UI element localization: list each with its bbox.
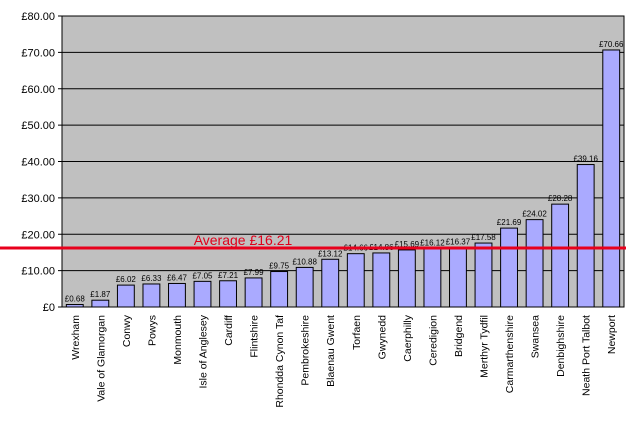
- data-label: £7.99: [244, 268, 265, 277]
- data-label: £6.33: [141, 274, 162, 283]
- y-tick-label: £50.00: [21, 120, 55, 132]
- category-label: Denbighshire: [555, 315, 567, 377]
- category-label: Flintshire: [249, 315, 261, 358]
- data-label: £28.28: [548, 194, 573, 203]
- category-label: Caerphilly: [402, 314, 414, 361]
- data-label: £70.66: [599, 40, 624, 49]
- y-tick-label: £0: [43, 302, 55, 314]
- category-label: Monmouth: [172, 315, 184, 365]
- bars: [65, 49, 621, 308]
- category-label: Torfaen: [351, 315, 363, 350]
- data-label: £13.12: [318, 249, 343, 258]
- category-label: Gwynedd: [376, 315, 388, 360]
- category-label: Blaenau Gwent: [325, 315, 337, 387]
- data-label: £6.47: [167, 273, 188, 282]
- data-label: £0.68: [65, 295, 86, 304]
- bar: [270, 271, 289, 308]
- bar: [244, 277, 263, 308]
- category-label: Vale of Glamorgan: [95, 315, 107, 402]
- bar: [346, 253, 365, 308]
- y-axis-ticks: £0 £10.00 £20.00 £30.00 £40.00 £50.00 £60.00 £7…: [21, 11, 62, 314]
- bar: [449, 246, 467, 308]
- category-label: Neath Port Talbot: [581, 315, 593, 396]
- bar: [295, 266, 314, 308]
- category-label: Swansea: [530, 315, 542, 358]
- data-label: £6.02: [116, 275, 137, 284]
- data-label: £7.21: [218, 271, 239, 280]
- category-label: Wrexham: [70, 315, 82, 360]
- y-tick-label: £60.00: [21, 84, 55, 96]
- category-label: Merthyr Tydfil: [479, 315, 491, 378]
- bar: [423, 247, 442, 308]
- category-labels: Wrexham Vale of Glamorgan Conwy Powys Monmou…: [70, 314, 618, 407]
- category-label: Isle of Anglesey: [198, 314, 210, 388]
- data-label: £9.75: [269, 262, 290, 271]
- category-label: Newport: [606, 315, 618, 354]
- data-label: £21.69: [497, 218, 522, 227]
- bar: [372, 252, 391, 308]
- bar: [576, 164, 595, 308]
- category-label: Conwy: [121, 314, 133, 347]
- data-label: £24.02: [522, 210, 547, 219]
- bar: [474, 242, 493, 308]
- bar: [65, 304, 84, 308]
- bar: [602, 49, 621, 308]
- bar: [397, 249, 416, 308]
- bar: [168, 282, 186, 308]
- category-label: Ceredigion: [427, 315, 439, 366]
- average-label: Average £16.21: [194, 232, 293, 248]
- bar: [142, 283, 161, 308]
- y-tick-label: £20.00: [21, 229, 55, 241]
- bar: [500, 227, 518, 308]
- y-tick-label: £10.00: [21, 266, 55, 278]
- y-tick-label: £30.00: [21, 193, 55, 205]
- data-label: £15.69: [395, 240, 420, 249]
- data-label: £10.88: [292, 257, 317, 266]
- bar: [116, 284, 135, 308]
- bar: [193, 280, 212, 308]
- data-label: £16.12: [420, 238, 445, 247]
- y-tick-label: £70.00: [21, 47, 55, 59]
- category-label: Cardiff: [223, 315, 235, 346]
- bar: [91, 299, 110, 308]
- category-label: Rhondda Cynon Taf: [274, 315, 286, 408]
- bar: [321, 258, 340, 308]
- category-label: Pembrokeshire: [300, 315, 312, 386]
- bar: [219, 280, 237, 308]
- category-label: Carmarthenshire: [504, 315, 516, 393]
- data-label: £16.37: [446, 237, 471, 246]
- bar: [525, 219, 544, 308]
- data-label: £39.16: [573, 155, 598, 164]
- data-label: £7.05: [192, 271, 213, 280]
- bar: [551, 203, 570, 308]
- y-tick-label: £80.00: [21, 11, 55, 23]
- data-label: £17.58: [471, 233, 496, 242]
- category-label: Bridgend: [453, 315, 465, 357]
- category-label: Powys: [146, 315, 158, 346]
- y-tick-label: £40.00: [21, 157, 55, 169]
- data-label: £1.87: [90, 290, 111, 299]
